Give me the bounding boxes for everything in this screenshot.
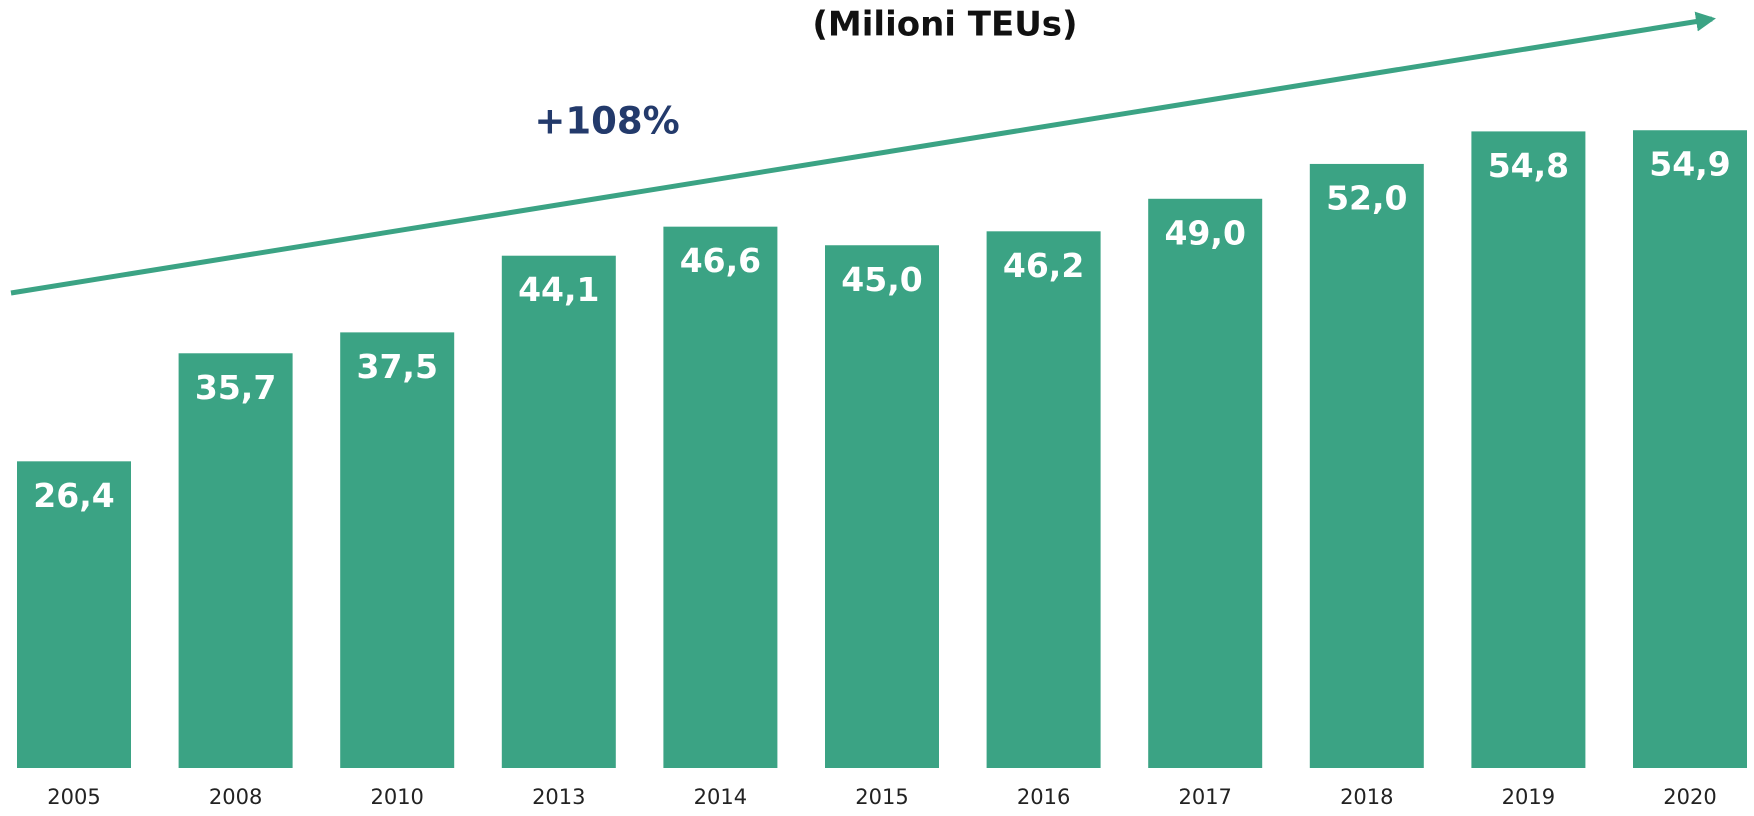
value-label: 54,9 <box>1649 145 1730 184</box>
x-tick-label: 2017 <box>1178 785 1231 809</box>
annotation: +108% <box>534 100 679 143</box>
value-label: 45,0 <box>841 260 922 299</box>
value-label: 26,4 <box>33 476 114 515</box>
x-tick-label: 2015 <box>855 785 908 809</box>
bar <box>178 353 293 768</box>
value-label: 49,0 <box>1164 213 1245 252</box>
x-tick-label: 2014 <box>694 785 747 809</box>
bar <box>1471 131 1586 768</box>
bar <box>986 231 1101 768</box>
x-tick-label: 2019 <box>1502 785 1555 809</box>
value-label: 46,2 <box>1003 246 1084 285</box>
value-label: 46,6 <box>680 241 761 280</box>
x-tick-label: 2005 <box>47 785 100 809</box>
x-tick-label: 2016 <box>1017 785 1070 809</box>
bar <box>501 255 616 768</box>
bar <box>663 226 778 768</box>
x-tick-label: 2018 <box>1340 785 1393 809</box>
x-tick-label: 2010 <box>370 785 423 809</box>
x-tick-label: 2020 <box>1663 785 1716 809</box>
value-label: 54,8 <box>1488 146 1569 185</box>
value-label: 52,0 <box>1326 178 1407 217</box>
bar <box>1148 198 1263 769</box>
x-tick-label: 2008 <box>209 785 262 809</box>
trend-arrow <box>10 11 1716 296</box>
bar <box>17 461 131 768</box>
bar <box>340 332 455 768</box>
x-tick-label: 2013 <box>532 785 585 809</box>
chart-title: (Milioni TEUs) <box>812 5 1077 45</box>
value-label: 44,1 <box>518 270 599 309</box>
bar <box>1309 163 1424 768</box>
bar <box>1633 130 1747 768</box>
value-label: 35,7 <box>195 368 276 407</box>
bar <box>825 245 939 768</box>
value-label: 37,5 <box>356 347 437 386</box>
